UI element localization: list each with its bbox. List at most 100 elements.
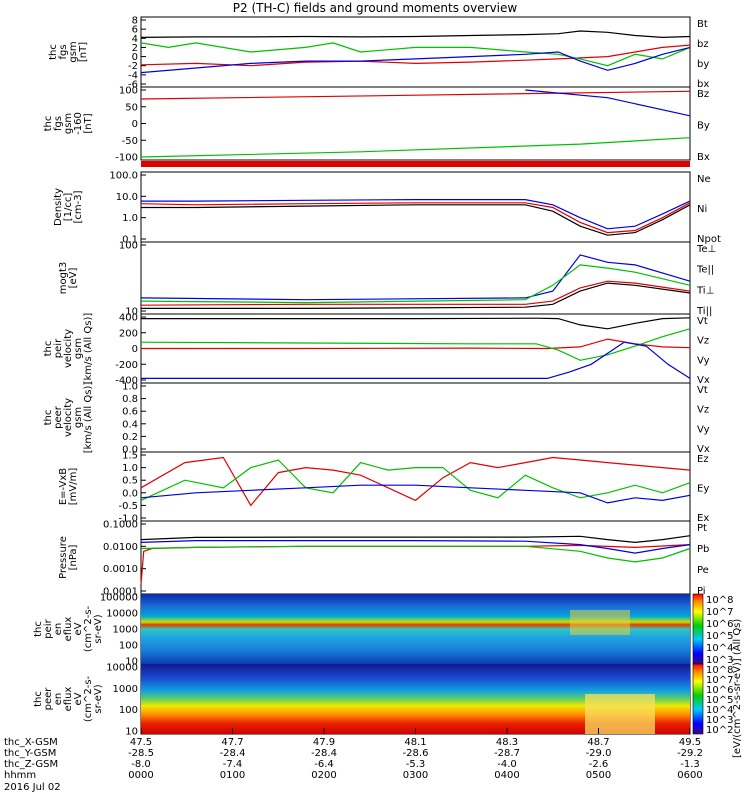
y-tick-label: 0.2 — [122, 432, 138, 443]
footer-hhmm: 0000 — [128, 770, 153, 781]
legend-entry: Ey — [697, 484, 709, 495]
y-axis-label-line: velocity — [63, 398, 74, 437]
colorbar-label: [eV/(cm^2-s-sr-eV)] (All Qs) — [732, 619, 743, 758]
footer-x-gsm: 49.5 — [679, 737, 701, 748]
legend-entry: Npot — [697, 234, 721, 245]
legend-entry: Vz — [697, 405, 709, 416]
series-line-Ni — [141, 204, 691, 236]
y-axis-label-pressure: Pressure [nPa] — [58, 536, 79, 579]
series-line-Ti — [140, 264, 691, 304]
y-axis-label-line: en — [53, 623, 64, 636]
legend-entry: Bz — [697, 89, 709, 100]
y-axis-label-fgs_dsl: thc fgs gsm -160 [nT] — [43, 112, 94, 135]
y-tick-label: 50 — [125, 102, 138, 113]
y-axis-label-line: gsm — [63, 113, 74, 134]
legend-entry: Ne — [697, 174, 711, 185]
footer-x-gsm: 47.9 — [313, 737, 335, 748]
y-tick-label: 1000 — [113, 625, 138, 636]
y-axis-label-line: gsm — [73, 338, 84, 359]
series-line-Pb — [140, 544, 691, 585]
y-tick-label: 0 — [132, 344, 138, 355]
y-tick-label: 10 — [125, 307, 138, 318]
electron-spectrogram-gap — [585, 694, 655, 734]
series-line-Ne — [140, 202, 691, 234]
colorbar-tick-label: 10^5 — [706, 631, 733, 642]
footer-y-gsm: -29.2 — [677, 748, 703, 759]
y-tick-label: 100 — [119, 86, 138, 97]
y-tick-label: 0.0 — [122, 488, 138, 499]
legend-entry: Vx — [697, 444, 710, 455]
y-tick-label: 0.0 — [122, 445, 138, 456]
footer-hhmm: 0100 — [220, 770, 245, 781]
y-axis-label-line: [nPa] — [68, 544, 79, 570]
y-tick-label: 0.5 — [122, 476, 138, 487]
footer-x-gsm: 47.7 — [221, 737, 243, 748]
footer-y-gsm: -28.4 — [311, 748, 337, 759]
y-axis-label-line: eflux — [63, 617, 74, 642]
footer-x-gsm: 48.1 — [404, 737, 426, 748]
legend-entry: Bx — [697, 152, 710, 163]
series-line-bx — [140, 46, 691, 74]
footer-x-gsm: 47.5 — [130, 737, 152, 748]
legend-entry: by — [697, 59, 709, 70]
series-line-Bx — [525, 89, 691, 117]
y-axis-label-line: peer — [53, 405, 64, 429]
y-axis-label-line: peer — [43, 687, 54, 711]
footer-x-gsm: 48.7 — [587, 737, 609, 748]
series-line-Te — [140, 280, 691, 306]
y-tick-label: 10 — [125, 657, 138, 668]
footer-hhmm: 0400 — [494, 770, 519, 781]
panel-frame-fgs — [140, 16, 691, 88]
footer-date: 2016 Jul 02 — [4, 782, 61, 793]
y-axis-label-electron_velocity: thc peer velocity gsm [km/s (All Qs)] — [43, 382, 94, 454]
ion-spectrogram-disturbance — [570, 610, 630, 635]
legend-entry: Ez — [697, 454, 709, 465]
y-axis-label-density: Density [1/cc] [cm-3] — [53, 188, 84, 226]
footer-z-gsm: -4.0 — [497, 759, 517, 770]
y-tick-label: 0.4 — [122, 419, 138, 430]
y-tick-label: -200 — [115, 360, 138, 371]
y-tick-label: 100 — [119, 641, 138, 652]
footer-x-gsm: 48.3 — [496, 737, 518, 748]
y-axis-label-line: velocity — [63, 329, 74, 368]
legend-entry: Ti⊥ — [696, 285, 714, 296]
y-axis-label-line: gsm — [73, 407, 84, 428]
legend-entry: Vy — [697, 424, 710, 435]
series-line-Vz — [141, 338, 691, 350]
footer-row-label: thc_X-GSM — [4, 737, 58, 748]
panel-frame-electron_velocity — [140, 382, 691, 453]
legend-entry: Te|| — [696, 265, 714, 276]
y-axis-label-line: thc — [33, 691, 44, 707]
series-line-Vy — [140, 328, 691, 361]
footer-y-gsm: -28.4 — [220, 748, 246, 759]
y-axis-label-line: fgs — [58, 44, 69, 59]
y-tick-label: 0.1000 — [103, 520, 138, 531]
ion-colorbar — [692, 593, 704, 665]
y-tick-label: -400 — [115, 376, 138, 387]
colorbar-tick-label: 10^3 — [706, 655, 733, 666]
y-axis-label-line: (cm^2-s- — [83, 605, 94, 652]
footer-z-gsm: -7.4 — [223, 759, 243, 770]
y-tick-label: 400 — [119, 313, 138, 324]
legend-entry: Pe — [697, 565, 709, 576]
legend-entry: Pb — [697, 544, 709, 555]
y-tick-label: -2 — [128, 61, 138, 72]
y-axis-label-line: fgs — [53, 116, 64, 131]
y-axis-label-line: Density — [53, 188, 64, 226]
series-line-Vx — [141, 341, 691, 379]
series-line-Ez — [140, 456, 691, 507]
footer-hhmm: 0500 — [586, 770, 611, 781]
y-tick-label: 1.0 — [122, 463, 138, 474]
series-line-Npot — [141, 199, 691, 230]
y-tick-label: 1000 — [113, 684, 138, 695]
footer-y-gsm: -29.0 — [586, 748, 612, 759]
footer-z-gsm: -6.4 — [314, 759, 334, 770]
footer-row-label: thc_Z-GSM — [4, 759, 58, 770]
panel-frame-temperature — [140, 241, 691, 315]
y-axis-label-line: sr-eV) — [93, 684, 104, 713]
y-tick-label: 1.0 — [122, 382, 138, 393]
legend-entry: Bt — [697, 19, 708, 30]
orbit-bar — [141, 161, 690, 167]
y-axis-label-line: eV — [73, 622, 84, 635]
series-line-Te — [141, 282, 691, 309]
